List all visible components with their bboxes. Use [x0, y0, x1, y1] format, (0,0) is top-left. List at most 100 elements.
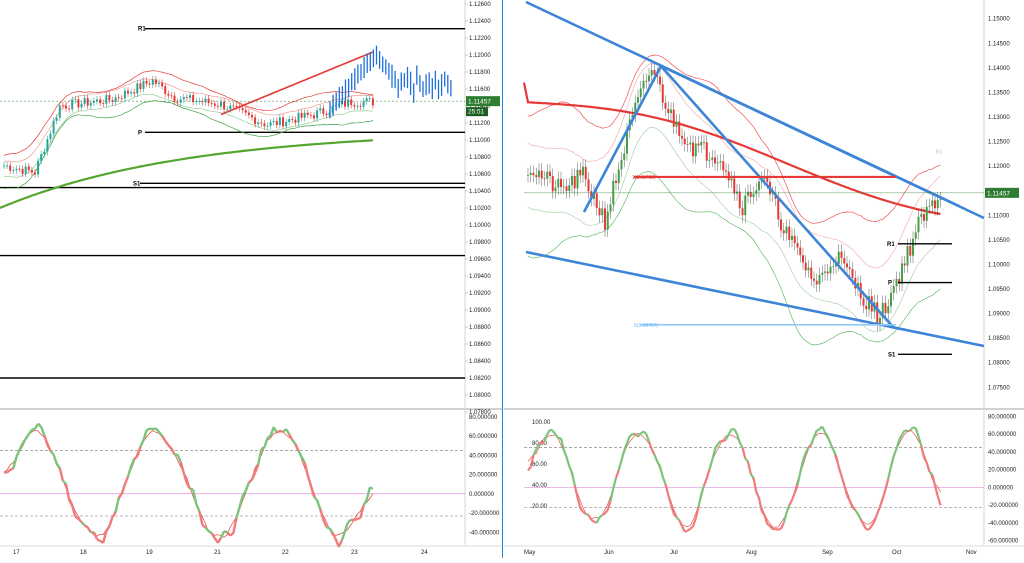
oscillator-histogram-segment [32, 429, 35, 430]
candle-body [717, 162, 719, 163]
candle-body [711, 157, 713, 159]
candle-body [915, 232, 917, 239]
candle-body [794, 236, 796, 243]
candle-body [904, 263, 906, 265]
candle-body [920, 214, 922, 217]
daily-price-chart[interactable]: 1.150001.145001.140001.135001.130001.125… [504, 0, 1024, 558]
date-axis-label: Nov [966, 550, 977, 556]
candle-body [6, 166, 8, 167]
oscillator-histogram-segment [682, 526, 685, 532]
pivot-level-label: S1 [888, 352, 896, 358]
oscillator-histogram-segment [44, 435, 47, 444]
candle-body [22, 169, 24, 174]
candle-body [645, 81, 647, 82]
oscillator-histogram-segment [611, 488, 614, 501]
candle-body [747, 192, 749, 196]
pivot-level-label: P [138, 130, 142, 136]
oscillator-histogram-segment [679, 520, 682, 526]
pivot-level-label: R1 [887, 242, 895, 248]
candle-body [574, 176, 576, 188]
price-axis-label: 1.08600 [469, 342, 491, 348]
oscillator-histogram-segment [784, 513, 787, 523]
oscillator-histogram-segment [762, 511, 765, 515]
candle-body [703, 142, 705, 143]
candle-body [133, 92, 135, 93]
oscillator-histogram-segment [550, 430, 553, 431]
candle-body [832, 266, 834, 267]
candle-body [684, 138, 686, 144]
oscillator-histogram-segment [822, 427, 825, 433]
candle-body [535, 175, 537, 177]
oscillator-histogram-segment [528, 467, 531, 471]
oscillator-histogram-segment [861, 519, 864, 524]
long-moving-average [0, 140, 373, 208]
oscillator-histogram-segment [864, 525, 867, 530]
price-axis-label: 1.10500 [988, 238, 1010, 244]
price-axis-label: 1.09800 [469, 240, 491, 246]
oscillator-histogram-segment [605, 510, 608, 514]
candle-body [744, 196, 746, 216]
oscillator-histogram-segment [572, 473, 575, 485]
date-axis-label: May [524, 550, 535, 556]
oscillator-histogram-segment [921, 446, 924, 458]
oscillator-histogram-segment [187, 483, 190, 488]
candle-body [307, 113, 309, 115]
price-axis-label: 1.11000 [988, 213, 1010, 219]
date-axis-label: 18 [80, 550, 87, 556]
candle-body [251, 115, 253, 117]
oscillator-histogram-segment [696, 507, 699, 519]
oscillator-histogram-segment [94, 532, 97, 539]
candle-body [758, 181, 760, 190]
hourly-price-chart[interactable]: 1.126001.124001.122001.120001.118001.116… [0, 0, 502, 558]
candle-body [195, 101, 197, 102]
oscillator-histogram-segment [704, 478, 707, 485]
candle-body [267, 126, 269, 127]
candle-body [780, 219, 782, 230]
oscillator-histogram-segment [726, 434, 729, 439]
oscillator-histogram-segment [655, 455, 658, 462]
oscillator-histogram-segment [789, 500, 792, 505]
candle-body [360, 106, 362, 107]
candle-body [799, 247, 801, 255]
candle-body [805, 263, 807, 271]
candle-body [56, 118, 58, 121]
candle-body [566, 186, 568, 191]
candle-body [363, 101, 365, 106]
candle-body [753, 194, 755, 197]
candle-body [940, 199, 942, 200]
oscillator-histogram-segment [710, 460, 713, 469]
candle-body [108, 95, 110, 100]
last-price-value: 1.11457 [987, 190, 1010, 197]
oscillator-histogram-segment [803, 453, 806, 461]
candle-body [843, 258, 845, 264]
oscillator-histogram-segment [888, 467, 891, 479]
oscillator-histogram-segment [833, 450, 836, 456]
pivot-level-label: S1 [133, 181, 141, 187]
oscillator-histogram-segment [125, 477, 128, 485]
price-axis-label: 1.12400 [469, 19, 491, 25]
candle-body [90, 103, 92, 106]
oscillator-histogram-segment [10, 469, 13, 470]
oscillator-histogram-segment [723, 440, 726, 442]
lower-band-inner [528, 128, 941, 332]
candle-body [530, 173, 532, 175]
date-axis-label: Oct [892, 550, 902, 556]
oscillator-histogram-segment [311, 486, 314, 497]
price-axis-label: 1.11000 [469, 138, 491, 144]
candle-body [893, 286, 895, 293]
candle-body [750, 192, 752, 197]
date-axis-label: Jul [670, 550, 678, 556]
candle-body [615, 181, 617, 183]
candle-body [706, 142, 708, 160]
candle-body [136, 83, 138, 93]
candle-body [217, 106, 219, 107]
fib-level-label: 1(1.11782) [632, 175, 656, 181]
candle-body [802, 255, 804, 262]
candle-body [654, 70, 656, 75]
oscillator-histogram-segment [795, 485, 798, 493]
oscillator-histogram-segment [740, 443, 743, 448]
candle-body [596, 193, 598, 208]
oscillator-histogram-segment [798, 473, 801, 486]
